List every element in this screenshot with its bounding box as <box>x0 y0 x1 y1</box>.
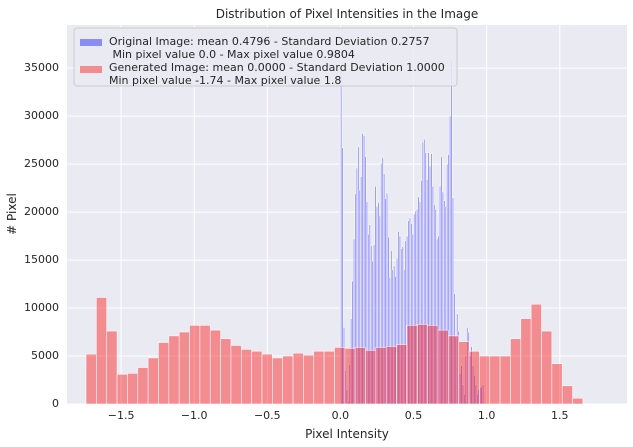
generated-histogram-bar <box>137 367 149 405</box>
x-axis-label: Pixel Intensity <box>305 427 389 441</box>
generated-histogram-bar <box>572 397 584 405</box>
plot-background <box>67 25 627 404</box>
legend-swatch-original <box>80 39 102 46</box>
x-tick-label: 0.0 <box>332 409 350 422</box>
generated-histogram-bar <box>178 331 190 405</box>
legend-label-original-line1: Original Image: mean 0.4796 - Standard D… <box>109 35 429 48</box>
generated-histogram-bar <box>292 352 304 405</box>
y-tick-label: 30000 <box>24 109 59 122</box>
generated-histogram-bar <box>303 354 315 405</box>
generated-histogram-bar <box>354 347 366 405</box>
generated-histogram-bar <box>272 357 283 405</box>
generated-histogram-bar <box>396 344 408 405</box>
generated-histogram-bar <box>551 363 563 405</box>
y-tick-label: 35000 <box>24 61 59 74</box>
generated-histogram-bar <box>406 325 418 405</box>
chart-title: Distribution of Pixel Intensities in the… <box>216 7 479 21</box>
y-tick-label: 20000 <box>24 205 59 218</box>
y-tick-label: 0 <box>52 397 59 410</box>
x-tick-label: 0.5 <box>405 409 423 422</box>
legend: Original Image: mean 0.4796 - Standard D… <box>73 27 458 87</box>
y-axis-label: # Pixel <box>5 193 19 235</box>
legend-swatch-generated <box>80 66 102 73</box>
y-tick-label: 10000 <box>24 301 59 314</box>
generated-histogram-bar <box>147 357 159 405</box>
x-tick-label: −0.5 <box>254 409 281 422</box>
generated-histogram-bar <box>416 324 428 405</box>
legend-label-original-line2: Min pixel value 0.0 - Max pixel value 0.… <box>109 48 355 61</box>
generated-histogram-bar <box>530 303 542 405</box>
generated-histogram-bar <box>313 350 325 405</box>
generated-histogram-bar <box>448 335 459 405</box>
generated-histogram-bar <box>127 372 139 405</box>
generated-histogram-bar <box>499 355 511 405</box>
generated-histogram-bar <box>468 350 480 405</box>
generated-histogram-bar <box>168 335 180 405</box>
axis-ticks: −1.5 −1.0 −0.5 0.0 0.5 1.0 1.5 0 5000 10000 15000 2… <box>24 61 568 422</box>
x-tick-label: 1.5 <box>551 409 569 422</box>
x-tick-label: 1.0 <box>478 409 496 422</box>
generated-histogram-bar <box>282 355 294 405</box>
generated-histogram-bar <box>520 318 532 405</box>
generated-histogram-bar <box>541 330 553 405</box>
legend-frame <box>73 27 458 87</box>
generated-histogram-bar <box>375 347 387 405</box>
generated-histogram-bar <box>189 325 201 405</box>
generated-histogram-bar <box>458 341 470 405</box>
generated-histogram-bar <box>323 350 335 405</box>
generated-histogram-bar <box>427 325 439 405</box>
generated-histogram-bar <box>85 353 97 405</box>
generated-histogram-bar <box>334 347 346 405</box>
generated-histogram-bar <box>344 348 356 405</box>
generated-histogram-bar <box>251 350 263 405</box>
generated-histogram-bar <box>209 329 221 405</box>
y-tick-label: 5000 <box>31 349 59 362</box>
legend-label-generated-line1: Generated Image: mean 0.0000 - Standard … <box>109 61 445 74</box>
generated-histogram-bar <box>489 355 501 405</box>
generated-histogram-bar <box>220 338 232 405</box>
generated-histogram-bar <box>106 330 118 405</box>
series-generated-bars <box>85 297 584 405</box>
x-tick-label: −1.0 <box>181 409 208 422</box>
generated-histogram-bar <box>199 325 211 405</box>
generated-histogram-bar <box>116 373 128 405</box>
generated-histogram-bar <box>385 346 397 405</box>
generated-histogram-bar <box>437 329 449 405</box>
generated-histogram-bar <box>561 385 573 405</box>
generated-histogram-bar <box>158 342 170 405</box>
y-tick-label: 15000 <box>24 253 59 266</box>
generated-histogram-bar <box>510 338 522 405</box>
generated-histogram-bar <box>365 349 377 405</box>
y-tick-label: 25000 <box>24 157 59 170</box>
x-tick-label: −1.5 <box>108 409 135 422</box>
generated-histogram-bar <box>479 355 491 405</box>
generated-histogram-bar <box>230 345 242 405</box>
generated-histogram-bar <box>261 353 273 405</box>
generated-histogram-bar <box>240 349 252 405</box>
generated-histogram-bar <box>96 297 108 405</box>
legend-label-generated-line2: Min pixel value -1.74 - Max pixel value … <box>109 74 341 87</box>
